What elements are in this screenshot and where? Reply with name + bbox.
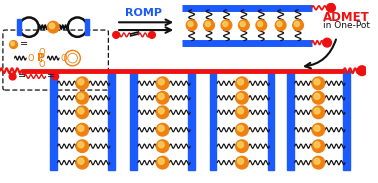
Circle shape [237, 93, 243, 99]
Circle shape [312, 156, 325, 169]
Circle shape [294, 21, 299, 27]
Circle shape [204, 20, 214, 31]
Text: O: O [39, 48, 45, 57]
Bar [287, 71, 294, 170]
Circle shape [357, 66, 367, 76]
Bar [85, 19, 89, 35]
Circle shape [158, 158, 164, 164]
Circle shape [76, 92, 88, 104]
Circle shape [78, 125, 84, 131]
Circle shape [78, 158, 84, 164]
Circle shape [78, 93, 84, 99]
Circle shape [237, 158, 243, 164]
Text: P: P [37, 53, 45, 63]
Circle shape [47, 21, 59, 33]
Bar [130, 71, 137, 170]
Circle shape [158, 142, 164, 148]
Circle shape [237, 142, 243, 148]
Circle shape [205, 21, 211, 27]
Circle shape [312, 106, 325, 119]
Circle shape [314, 108, 320, 114]
Circle shape [76, 106, 88, 119]
Bar [209, 71, 216, 170]
Circle shape [76, 77, 88, 89]
Circle shape [314, 158, 320, 164]
Circle shape [149, 31, 155, 38]
Text: =: = [47, 72, 56, 81]
Circle shape [113, 31, 119, 38]
Text: ADMET: ADMET [323, 11, 370, 24]
Circle shape [158, 93, 164, 99]
Bar [50, 71, 57, 170]
Circle shape [156, 77, 169, 89]
Text: O: O [27, 54, 34, 63]
Circle shape [156, 140, 169, 152]
Text: =: = [20, 40, 28, 50]
Circle shape [237, 108, 243, 114]
Circle shape [156, 124, 169, 136]
Circle shape [312, 77, 325, 89]
Circle shape [235, 92, 248, 104]
Circle shape [158, 108, 164, 114]
Circle shape [76, 124, 88, 136]
Circle shape [9, 73, 16, 80]
Circle shape [237, 79, 243, 85]
Circle shape [240, 21, 245, 27]
Circle shape [323, 38, 332, 47]
Bar [17, 19, 21, 35]
Bar [188, 71, 195, 170]
Text: =: = [19, 72, 26, 81]
Circle shape [327, 3, 335, 12]
Circle shape [312, 92, 325, 104]
Circle shape [221, 20, 232, 31]
Circle shape [156, 92, 169, 104]
Text: in One-Pot: in One-Pot [323, 21, 370, 30]
Circle shape [312, 124, 325, 136]
Circle shape [156, 106, 169, 119]
Bar [343, 71, 350, 170]
Circle shape [223, 21, 228, 27]
Circle shape [156, 156, 169, 169]
Circle shape [312, 140, 325, 152]
Circle shape [239, 20, 249, 31]
Circle shape [10, 41, 17, 48]
Circle shape [257, 21, 263, 27]
Circle shape [314, 125, 320, 131]
Circle shape [49, 23, 55, 29]
Circle shape [11, 42, 15, 46]
FancyBboxPatch shape [3, 30, 108, 90]
Circle shape [256, 20, 266, 31]
Circle shape [186, 20, 197, 31]
Circle shape [293, 20, 304, 31]
Circle shape [158, 79, 164, 85]
Circle shape [314, 93, 320, 99]
Circle shape [235, 106, 248, 119]
Circle shape [235, 156, 248, 169]
Bar [268, 71, 274, 170]
Circle shape [52, 73, 59, 80]
Circle shape [158, 125, 164, 131]
Circle shape [314, 142, 320, 148]
Circle shape [76, 156, 88, 169]
Circle shape [235, 124, 248, 136]
Circle shape [314, 79, 320, 85]
Text: O: O [39, 60, 45, 69]
Circle shape [235, 140, 248, 152]
Circle shape [78, 108, 84, 114]
Text: O: O [60, 54, 67, 63]
Circle shape [275, 20, 286, 31]
Circle shape [235, 77, 248, 89]
Circle shape [188, 21, 193, 27]
Circle shape [78, 79, 84, 85]
Circle shape [76, 140, 88, 152]
Circle shape [277, 21, 282, 27]
Text: ROMP: ROMP [125, 8, 162, 18]
Circle shape [78, 142, 84, 148]
Bar [108, 71, 115, 170]
Circle shape [237, 125, 243, 131]
